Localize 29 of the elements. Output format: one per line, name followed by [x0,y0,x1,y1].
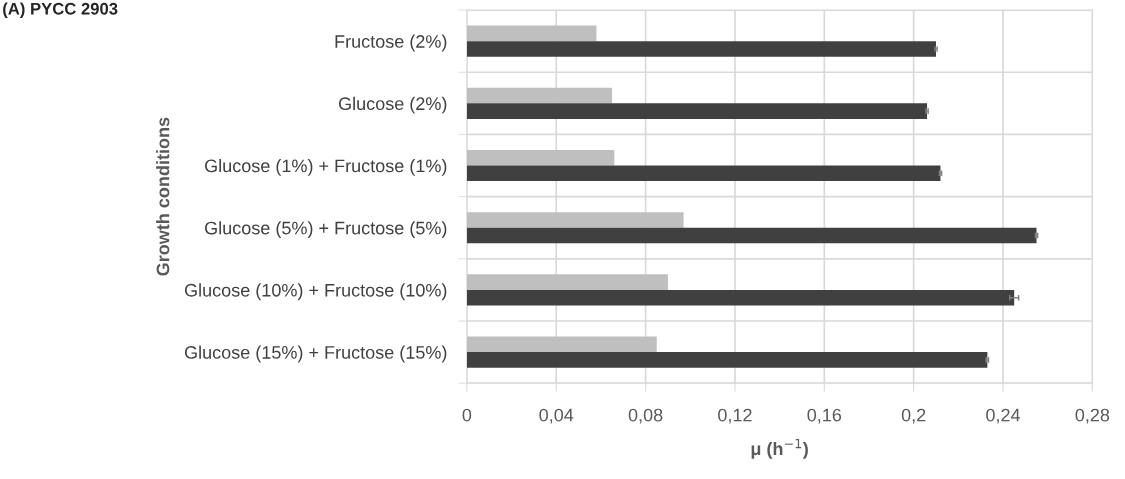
bar [466,336,657,353]
bar [466,149,615,166]
bar [466,103,928,119]
y-tick-label: Fructose (2%) [335,34,447,52]
bar [466,165,941,182]
x-tick-label: 0,04 [539,408,574,424]
bar [466,41,936,57]
y-tick-label: Glucose (10%) + Fructose (10%) [184,283,447,301]
text: (A) PYCC 2903 [3,2,118,18]
bar [466,289,1015,306]
bar [466,25,597,42]
x-axis-title: μ (h$^{−1}$) [751,438,808,459]
x-tick-label: 0,12 [718,408,752,424]
bar [466,87,613,104]
bar [466,352,988,368]
bar [466,274,668,290]
y-tick-label: Glucose (15%) + Fructose (15%) [184,345,447,363]
bar [466,212,684,228]
y-tick-label: Glucose (5%) + Fructose (5%) [205,221,447,238]
y-tick-label: Glucose (1%) + Fructose (1%) [205,158,447,176]
y-axis-title: Growth conditions [156,117,170,276]
x-tick-label: 0,16 [807,408,842,424]
y-tick-label: Glucose (2%) [338,96,447,114]
bar [466,227,1037,244]
x-tick-label: 0 [462,408,472,422]
x-tick-label: 0,24 [986,408,1021,424]
x-tick-label: 0,2 [901,408,926,424]
x-tick-label: 0,28 [1075,408,1110,424]
x-tick-label: 0,08 [628,408,663,424]
